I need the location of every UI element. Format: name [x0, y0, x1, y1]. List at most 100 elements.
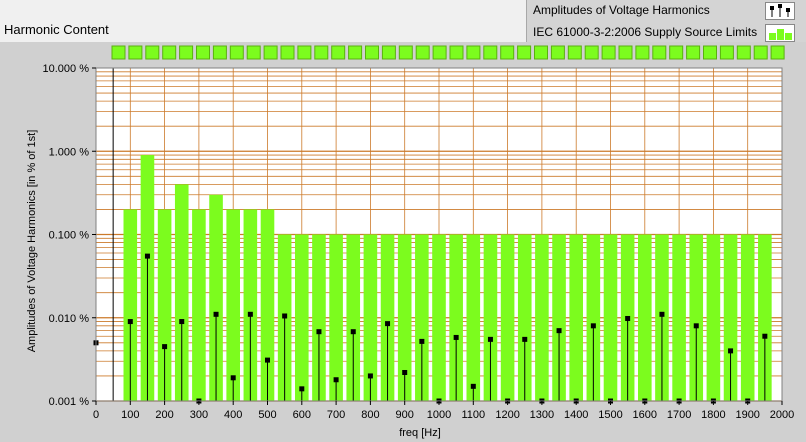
limit-indicator-cell [381, 45, 396, 60]
limit-indicator-cell [635, 45, 650, 60]
limit-bar [689, 234, 704, 401]
limit-indicator-cell [483, 45, 498, 60]
limit-bar [449, 234, 463, 401]
harmonic-marker [470, 383, 476, 389]
x-tick-label: 1500 [598, 409, 622, 421]
limit-indicator-cell [669, 45, 684, 60]
limit-indicator-cell [145, 45, 160, 60]
x-tick-label: 1000 [427, 409, 451, 421]
limit-bar [535, 234, 549, 401]
x-tick-label: 300 [190, 409, 208, 421]
limit-indicator-cell [415, 45, 430, 60]
x-tick-label: 100 [121, 409, 139, 421]
limit-indicator-cell [500, 45, 515, 60]
x-tick-label: 600 [293, 409, 311, 421]
harmonic-marker [213, 311, 219, 317]
harmonic-marker [127, 319, 133, 325]
harmonic-marker [230, 375, 236, 381]
limit-bar [192, 209, 206, 401]
limit-bar [363, 234, 378, 401]
y-axis-label: Amplitudes of Voltage Harmonics [in % of… [26, 129, 38, 353]
harmonic-marker [402, 369, 408, 375]
x-tick-label: 1400 [564, 409, 588, 421]
limit-indicator-cell [162, 45, 177, 60]
limit-bar [500, 234, 515, 401]
green-bar-icon[interactable] [765, 24, 795, 42]
limit-indicator-cell [601, 45, 616, 60]
limit-bar [415, 234, 429, 401]
limit-indicator-cell [111, 45, 126, 60]
x-tick-label: 800 [361, 409, 379, 421]
limit-indicator-cell [753, 45, 768, 60]
harmonic-marker [282, 313, 288, 319]
limit-indicator-cell [618, 45, 633, 60]
harmonic-marker [625, 315, 631, 321]
x-tick-label: 400 [224, 409, 242, 421]
limit-indicator-cell [703, 45, 717, 60]
limit-bar [552, 234, 566, 401]
limit-indicator-cell [212, 45, 227, 60]
harmonic-marker [179, 319, 185, 325]
limit-bar [209, 194, 223, 401]
limit-indicator-cell [331, 45, 346, 60]
limit-indicator-cell [550, 45, 565, 60]
y-tick-label: 1.000 % [49, 146, 90, 158]
limit-bar [483, 234, 498, 401]
harmonic-marker [659, 311, 665, 317]
limit-indicator-cell [686, 45, 701, 60]
limit-indicator-cell [584, 45, 599, 60]
x-tick-label: 1300 [530, 409, 554, 421]
chart-title: Harmonic Content [4, 22, 109, 37]
limit-bar [706, 234, 721, 401]
limit-bar [312, 234, 326, 401]
green-bar-icon-graphic [769, 29, 792, 40]
limit-indicator-cell [280, 45, 295, 60]
limit-bar [638, 234, 652, 401]
harmonic-marker [762, 333, 768, 339]
limit-indicator-cell [179, 45, 194, 60]
limit-bar [346, 234, 361, 401]
limit-indicator-cell [263, 45, 278, 60]
limit-indicator-cell [466, 45, 481, 60]
stem-plot-icon[interactable] [765, 2, 795, 20]
x-tick-label: 1800 [701, 409, 725, 421]
limit-bar [432, 234, 446, 401]
harmonic-marker [247, 311, 253, 317]
x-tick-label: 200 [155, 409, 173, 421]
harmonic-marker [316, 329, 322, 335]
limit-indicator-cell [534, 45, 548, 60]
limit-indicator-cell [348, 45, 363, 60]
x-tick-label: 1700 [667, 409, 691, 421]
harmonic-marker [419, 338, 425, 344]
limit-indicator-cell [365, 45, 379, 60]
y-tick-label: 0.001 % [49, 396, 90, 408]
limit-bar [758, 234, 772, 401]
harmonic-marker [693, 323, 699, 329]
x-tick-label: 1900 [735, 409, 759, 421]
limit-indicator-cell [517, 45, 532, 60]
limit-bar [723, 234, 738, 401]
x-tick-label: 900 [396, 409, 414, 421]
limit-bar [466, 234, 481, 401]
limit-bar [380, 234, 395, 401]
limit-bar [569, 234, 583, 401]
harmonic-marker [522, 336, 528, 342]
harmonic-marker [367, 373, 373, 379]
x-tick-label: 1200 [495, 409, 519, 421]
limit-indicator-cell [770, 45, 785, 60]
legend-item-voltage-harmonics: Amplitudes of Voltage Harmonics [533, 3, 710, 17]
limit-indicator-cell [719, 45, 734, 60]
plot-legend[interactable]: Amplitudes of Voltage Harmonics IEC 6100… [526, 0, 806, 45]
limit-bar [586, 234, 601, 401]
limit-indicator-cell [128, 45, 143, 60]
limit-indicator-cell [196, 45, 210, 60]
harmonic-marker [590, 323, 596, 329]
harmonic-marker [385, 321, 391, 327]
limit-indicator-cell [229, 45, 244, 60]
limit-bar [295, 234, 309, 401]
limit-bar [226, 209, 240, 401]
limit-bar [517, 234, 532, 401]
harmonic-marker [265, 357, 270, 363]
harmonic-marker [162, 344, 168, 350]
